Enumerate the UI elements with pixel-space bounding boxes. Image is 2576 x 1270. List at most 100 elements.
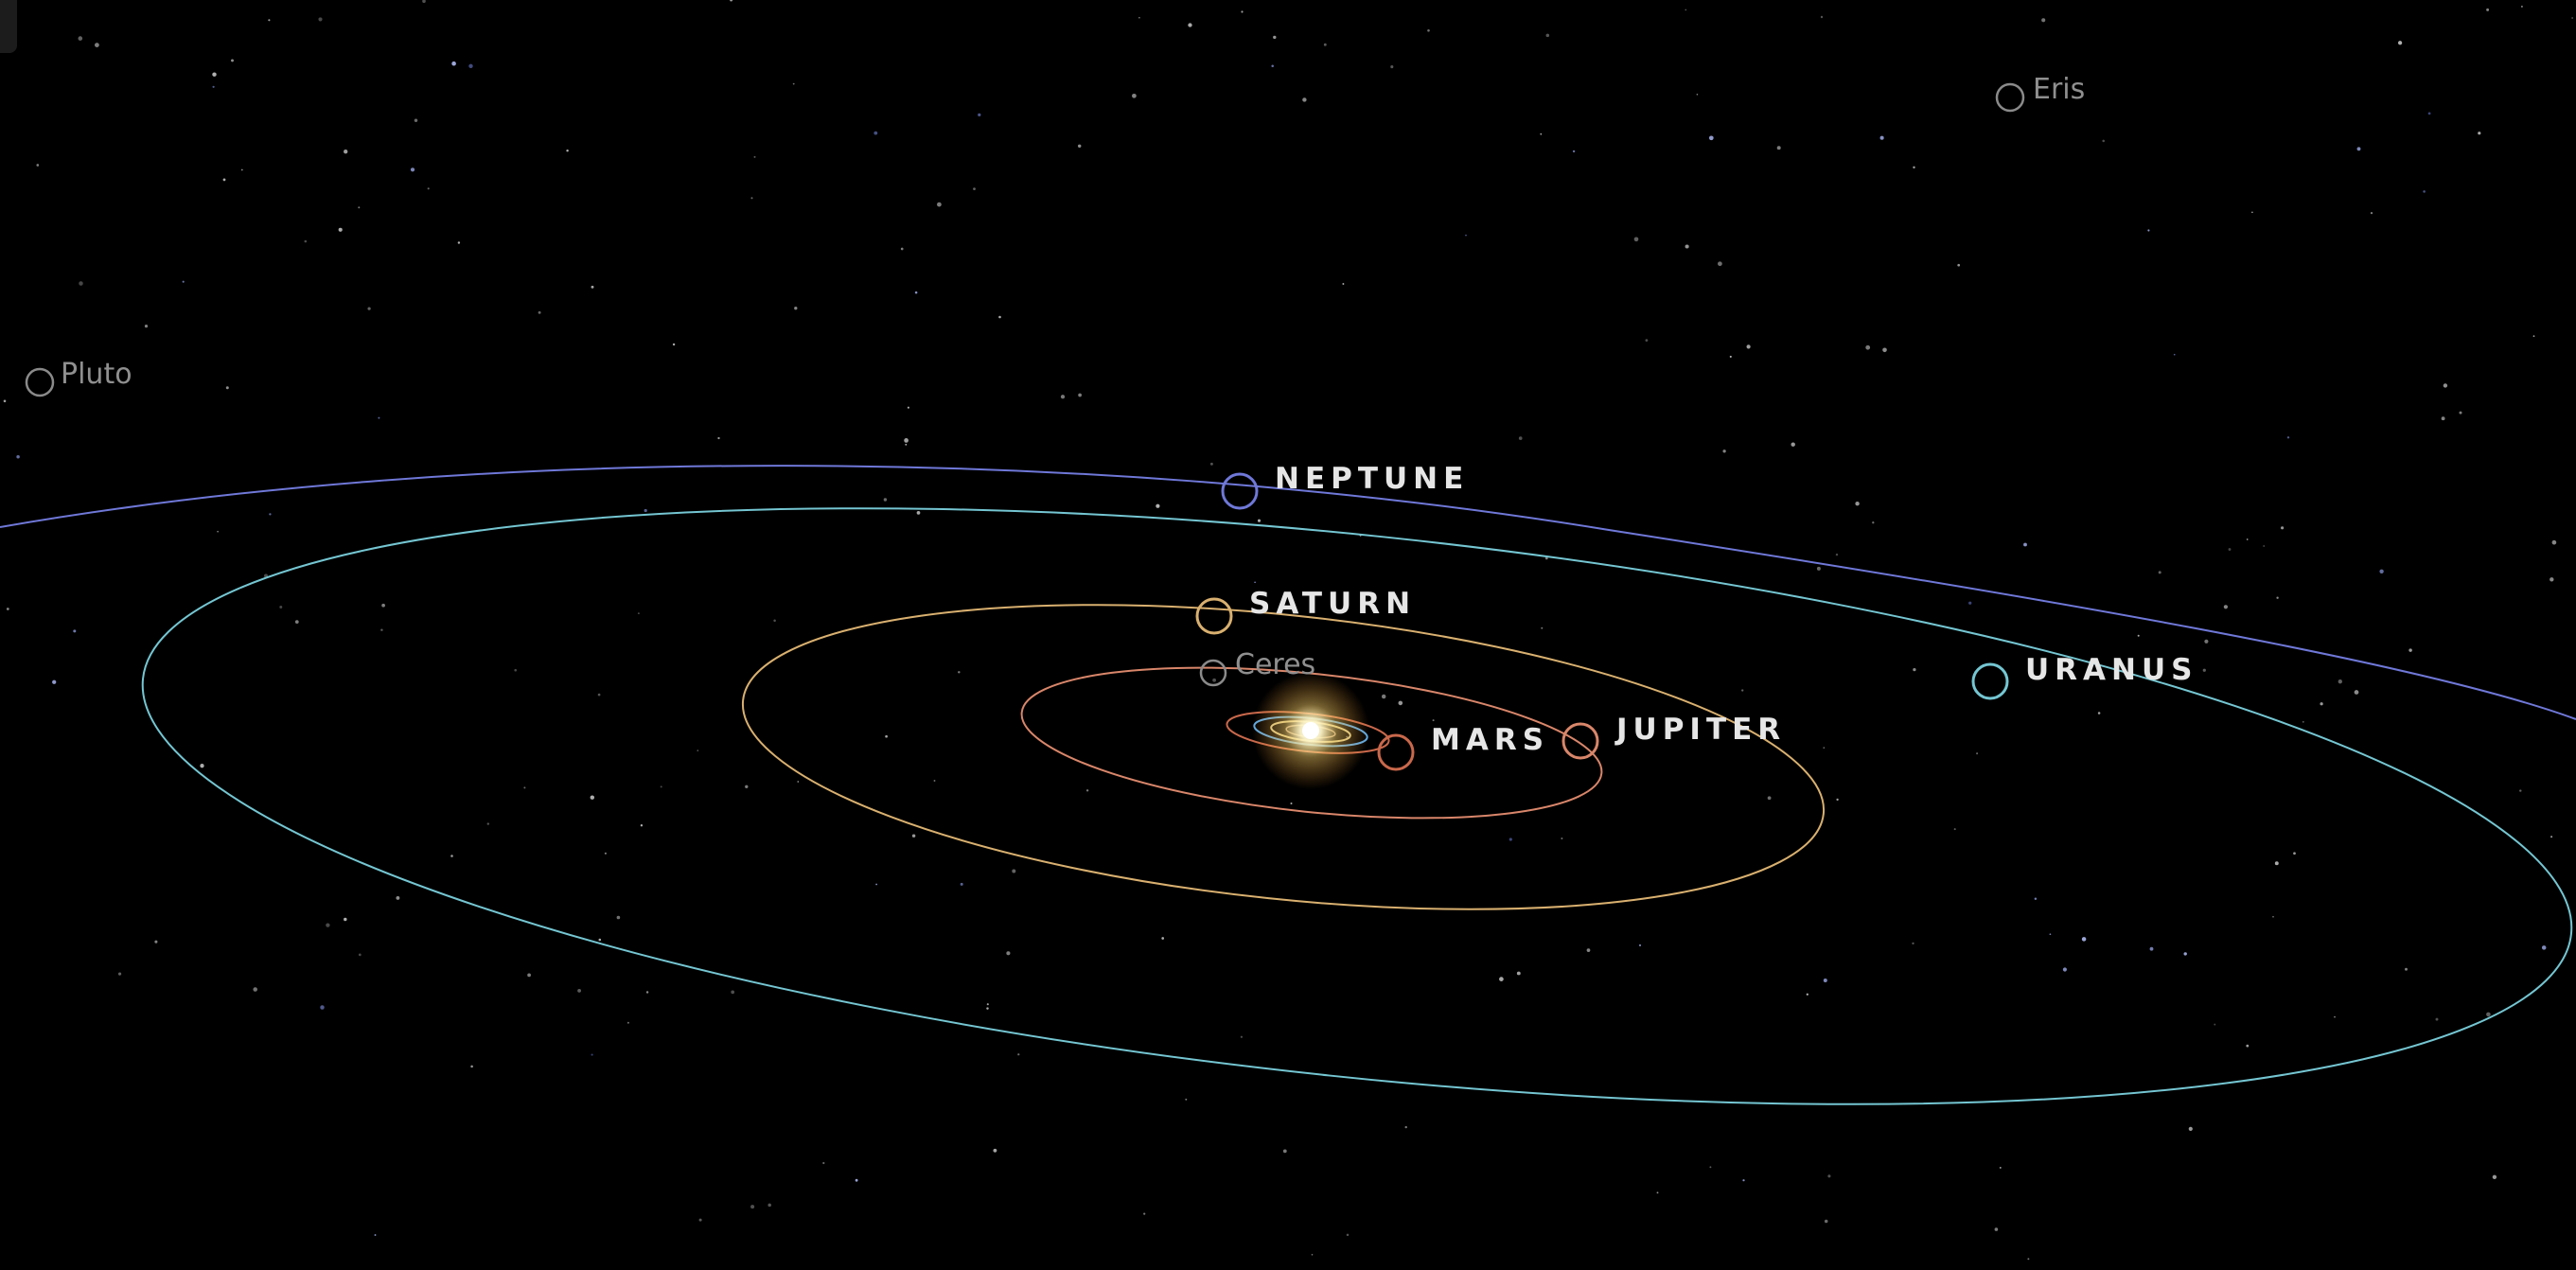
star <box>2281 526 2285 530</box>
star <box>2443 383 2448 388</box>
star <box>200 764 204 768</box>
star <box>374 1234 377 1236</box>
star <box>907 406 909 409</box>
star <box>422 0 426 3</box>
star <box>486 822 490 825</box>
neptune-label[interactable]: NEPTUNE <box>1275 462 1469 496</box>
star <box>2023 542 2027 547</box>
star <box>1722 450 1726 453</box>
star <box>1968 601 1972 605</box>
star <box>2149 946 2154 951</box>
star <box>396 895 400 900</box>
star <box>2423 190 2426 193</box>
star <box>294 620 299 624</box>
star <box>933 780 936 782</box>
star <box>1257 519 1262 522</box>
star <box>1516 971 1521 976</box>
saturn-label[interactable]: SATURN <box>1249 587 1416 621</box>
star <box>645 991 649 994</box>
star <box>2263 545 2266 547</box>
star <box>1806 993 1808 996</box>
star <box>1746 344 1751 349</box>
star <box>644 508 647 513</box>
star <box>2204 639 2209 644</box>
saturn-marker[interactable]: SATURN <box>1195 587 1416 635</box>
star <box>2550 836 2553 838</box>
star <box>986 1007 989 1010</box>
star <box>523 786 526 789</box>
star <box>697 750 699 751</box>
star <box>1390 65 1394 69</box>
star <box>2338 679 2342 684</box>
star <box>2276 596 2279 599</box>
star <box>998 315 1001 319</box>
star <box>597 693 601 697</box>
star <box>1323 43 1327 46</box>
star <box>470 1065 473 1068</box>
star <box>1823 747 1826 750</box>
star <box>2027 1258 2030 1261</box>
star <box>1085 789 1089 792</box>
menu-toggle-tab[interactable] <box>0 0 17 53</box>
star <box>2435 1017 2439 1021</box>
star <box>855 1178 858 1182</box>
star <box>1994 1227 1999 1231</box>
star <box>2214 1023 2216 1026</box>
star <box>1696 93 1699 96</box>
star <box>1017 1053 1020 1056</box>
jupiter-marker[interactable]: JUPITER <box>1561 713 1786 760</box>
star <box>1742 1179 1745 1182</box>
star <box>637 612 640 615</box>
star <box>2379 569 2384 573</box>
star <box>1816 566 1821 571</box>
star <box>1212 678 1216 682</box>
star <box>1465 234 1467 237</box>
star <box>3 399 7 403</box>
star <box>1311 1253 1314 1256</box>
star <box>1290 802 1293 805</box>
ceres-marker[interactable]: Ceres <box>1199 648 1315 687</box>
uranus-marker[interactable]: URANUS <box>1971 653 2197 700</box>
star <box>1185 1098 1188 1101</box>
star <box>1741 689 1744 692</box>
eris-marker[interactable]: Eris <box>1995 73 2085 113</box>
sun[interactable] <box>1252 672 1369 789</box>
star <box>1398 700 1403 706</box>
star <box>2408 648 2412 652</box>
star <box>1302 97 1307 102</box>
star <box>2049 933 2052 936</box>
star <box>1855 502 1860 506</box>
star <box>993 1148 997 1153</box>
star <box>78 36 83 41</box>
ceres-label[interactable]: Ceres <box>1235 648 1315 681</box>
star <box>986 1003 989 1006</box>
mars-marker[interactable]: MARS <box>1377 723 1549 771</box>
star <box>344 150 348 154</box>
star <box>2486 8 2490 11</box>
star <box>320 1005 325 1010</box>
star <box>2334 1015 2336 1018</box>
star <box>2486 1012 2491 1017</box>
uranus-label[interactable]: URANUS <box>2025 653 2197 687</box>
star <box>2551 539 2557 545</box>
star <box>1240 1035 1244 1038</box>
star <box>381 603 385 608</box>
star <box>451 61 456 66</box>
star <box>2183 952 2187 956</box>
uranus-orbit <box>141 507 2573 1105</box>
star <box>2147 229 2150 232</box>
star <box>1865 344 1871 350</box>
star <box>1685 244 1689 249</box>
jupiter-label[interactable]: JUPITER <box>1614 713 1786 747</box>
star <box>36 164 40 167</box>
star <box>269 513 272 516</box>
star <box>253 987 257 992</box>
mars-label[interactable]: MARS <box>1431 723 1549 757</box>
pluto-label[interactable]: Pluto <box>61 358 132 391</box>
pluto-marker[interactable]: Pluto <box>25 358 132 397</box>
star <box>514 668 517 672</box>
star <box>2223 605 2229 609</box>
eris-label[interactable]: Eris <box>2033 73 2085 106</box>
neptune-marker[interactable]: NEPTUNE <box>1221 462 1469 510</box>
